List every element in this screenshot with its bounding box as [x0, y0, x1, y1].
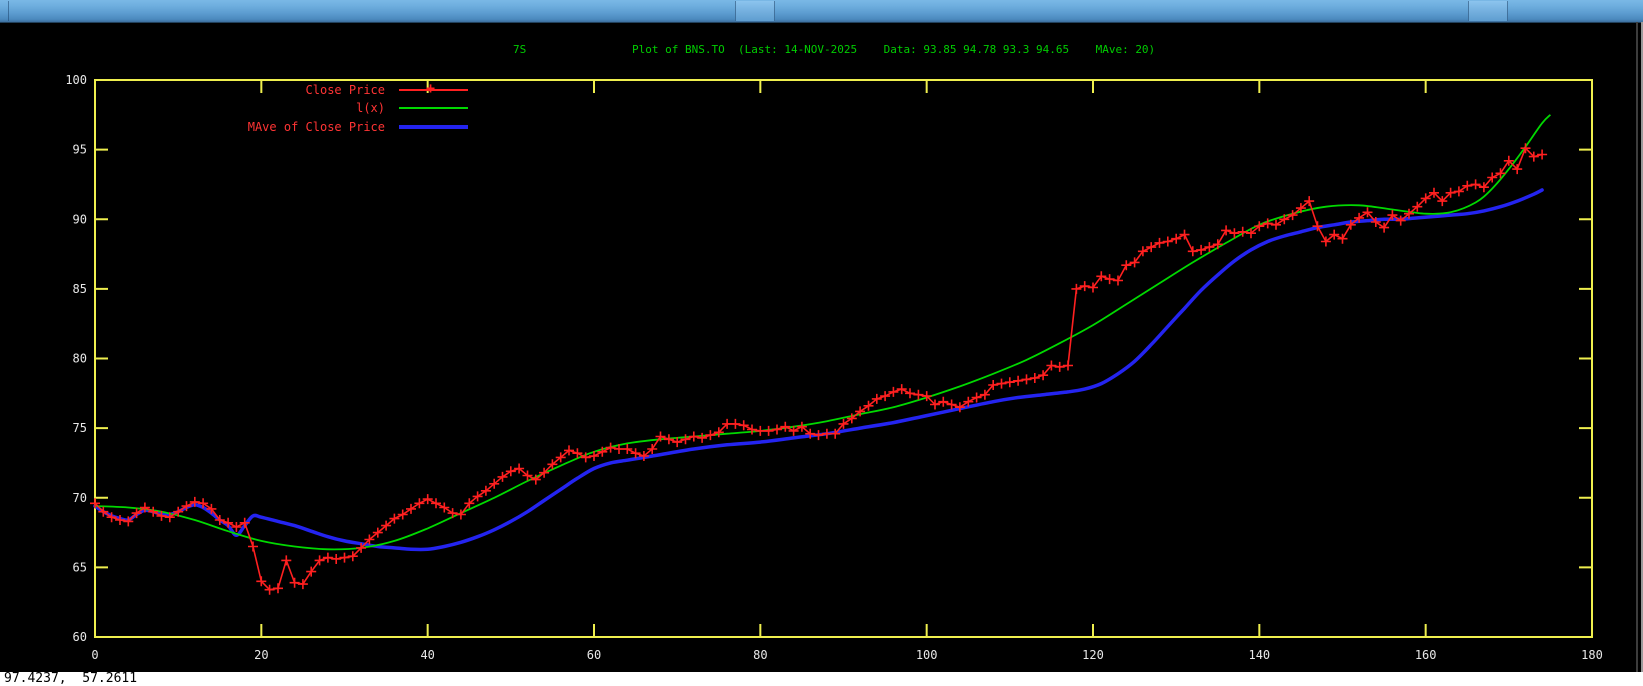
titlebar-left-seam — [8, 1, 9, 21]
svg-text:160: 160 — [1415, 648, 1437, 662]
svg-text:100: 100 — [65, 73, 87, 87]
svg-text:65: 65 — [73, 560, 87, 574]
svg-text:20: 20 — [254, 648, 268, 662]
window-right-border — [1636, 22, 1638, 672]
status-bar: 97.4237, 57.2611 — [0, 672, 1643, 686]
svg-text:120: 120 — [1082, 648, 1104, 662]
svg-text:60: 60 — [587, 648, 601, 662]
svg-text:0: 0 — [91, 648, 98, 662]
chart-title: Plot of BNS.TO (Last: 14-NOV-2025 Data: … — [632, 43, 1156, 56]
svg-text:90: 90 — [73, 212, 87, 226]
svg-text:80: 80 — [73, 352, 87, 366]
svg-text:85: 85 — [73, 282, 87, 296]
svg-text:70: 70 — [73, 491, 87, 505]
svg-text:95: 95 — [73, 143, 87, 157]
series-lx-line — [94, 114, 1552, 551]
plot-border — [94, 79, 1593, 638]
legend-label-lx: l(x) — [356, 101, 385, 115]
mouse-coordinates-readout: 97.4237, 57.2611 — [4, 671, 138, 686]
axis-tick-labels: 60 65 70 75 80 85 90 95 100 0 20 40 60 80 100 120 140 160… — [65, 73, 1603, 662]
svg-text:180: 180 — [1581, 648, 1603, 662]
titlebar-button-right[interactable] — [1468, 1, 1508, 21]
svg-text:40: 40 — [420, 648, 434, 662]
svg-text:140: 140 — [1248, 648, 1270, 662]
series-mave-line — [93, 188, 1544, 552]
axis-ticks — [94, 79, 1593, 638]
svg-text:60: 60 — [73, 630, 87, 644]
svg-text:100: 100 — [916, 648, 938, 662]
series-close-price-line — [94, 146, 1543, 591]
svg-text:75: 75 — [73, 421, 87, 435]
plus-marker-icon: + — [426, 79, 436, 97]
legend-label-mave: MAve of Close Price — [247, 120, 385, 134]
series-close-price-markers — [90, 143, 1548, 595]
chart-left-label: 7S — [513, 43, 527, 56]
titlebar-button-left[interactable] — [735, 1, 775, 21]
window-right-edge-highlight — [1641, 22, 1643, 686]
window-titlebar[interactable] — [0, 0, 1643, 23]
legend-label-close-price: Close Price — [305, 83, 385, 97]
svg-text:80: 80 — [753, 648, 767, 662]
